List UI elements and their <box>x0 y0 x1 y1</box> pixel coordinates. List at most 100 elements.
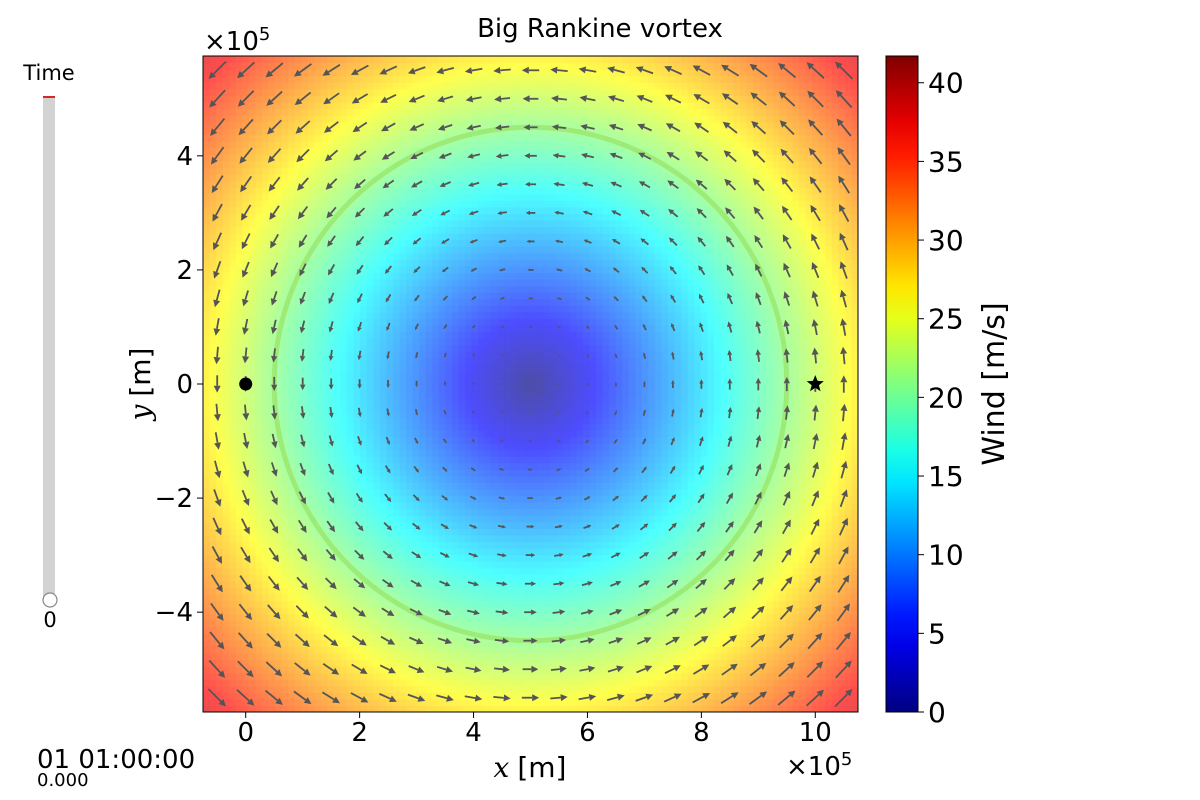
heatmap-cell <box>314 292 322 300</box>
heatmap-cell <box>412 318 420 326</box>
heatmap-cell <box>268 633 276 641</box>
heatmap-cell <box>320 252 329 260</box>
heatmap-cell <box>301 672 309 680</box>
heatmap-cell <box>484 213 492 221</box>
heatmap-cell <box>392 338 401 346</box>
heatmap-cell <box>471 279 479 287</box>
heatmap-cell <box>510 528 518 536</box>
heatmap-cell <box>406 666 414 674</box>
heatmap-cell <box>229 82 237 90</box>
heatmap-cell <box>307 692 315 700</box>
heatmap-cell <box>471 174 479 182</box>
heatmap-cell <box>353 160 361 169</box>
heatmap-cell <box>353 370 361 379</box>
heatmap-cell <box>432 443 440 451</box>
heatmap-cell <box>510 88 518 96</box>
heatmap-cell <box>406 410 414 418</box>
heatmap-cell <box>484 515 492 523</box>
heatmap-cell <box>275 626 283 634</box>
heatmap-cell <box>392 521 401 529</box>
heatmap-cell <box>216 593 224 602</box>
heatmap-cell <box>360 246 368 254</box>
heatmap-cell <box>491 410 499 418</box>
heatmap-cell <box>235 416 243 424</box>
heatmap-cell <box>465 115 473 123</box>
heatmap-cell <box>314 482 322 490</box>
heatmap-cell <box>255 272 263 280</box>
heatmap-cell <box>203 502 211 510</box>
heatmap-cell <box>497 705 505 712</box>
heatmap-cell <box>517 167 525 175</box>
heatmap-cell <box>373 508 381 516</box>
heatmap-cell <box>281 403 289 411</box>
heatmap-cell <box>229 456 237 464</box>
heatmap-cell <box>340 62 348 70</box>
heatmap-cell <box>471 672 479 680</box>
heatmap-cell <box>412 620 420 628</box>
heatmap-cell <box>458 462 466 470</box>
heatmap-cell <box>360 521 368 529</box>
heatmap-cell <box>523 272 532 280</box>
heatmap-cell <box>484 292 492 300</box>
heatmap-cell <box>451 521 460 529</box>
heatmap-cell <box>419 338 427 346</box>
heatmap-cell <box>484 180 492 188</box>
heatmap-cell <box>504 200 512 208</box>
heatmap-cell <box>478 200 486 208</box>
heatmap-cell <box>229 666 237 674</box>
heatmap-cell <box>484 206 492 215</box>
heatmap-cell <box>222 659 230 667</box>
heatmap-cell <box>523 187 532 195</box>
heatmap-cell <box>497 397 505 405</box>
heatmap-cell <box>360 318 368 326</box>
heatmap-cell <box>491 298 499 306</box>
heatmap-cell <box>438 652 446 661</box>
heatmap-cell <box>360 357 368 365</box>
heatmap-cell <box>229 370 237 379</box>
heatmap-cell <box>517 521 525 529</box>
heatmap-cell <box>216 456 224 464</box>
heatmap-cell <box>517 62 525 70</box>
heatmap-cell <box>288 115 296 123</box>
heatmap-cell <box>432 528 440 536</box>
heatmap-cell <box>458 187 466 195</box>
heatmap-cell <box>510 652 518 661</box>
heatmap-cell <box>209 541 217 549</box>
heatmap-cell <box>523 403 532 411</box>
heatmap-cell <box>373 502 381 510</box>
heatmap-cell <box>301 220 309 228</box>
heatmap-cell <box>255 115 263 123</box>
heatmap-cell <box>203 659 211 667</box>
heatmap-cell <box>406 646 414 654</box>
heatmap-cell <box>491 666 499 674</box>
heatmap-cell <box>288 613 296 621</box>
heatmap-cell <box>458 672 466 680</box>
heatmap-cell <box>471 626 479 634</box>
heatmap-cell <box>255 62 263 70</box>
heatmap-cell <box>216 607 224 615</box>
heatmap-cell <box>340 370 348 379</box>
heatmap-cell <box>353 456 361 464</box>
heatmap-cell <box>379 187 387 195</box>
heatmap-cell <box>497 206 505 215</box>
heatmap-cell <box>399 88 407 96</box>
heatmap-cell <box>222 121 230 129</box>
heatmap-cell <box>425 646 433 654</box>
heatmap-cell <box>320 423 329 431</box>
heatmap-cell <box>360 548 368 556</box>
heatmap-cell <box>347 443 355 451</box>
heatmap-cell <box>510 469 518 477</box>
heatmap-cell <box>340 567 348 575</box>
heatmap-cell <box>497 679 505 687</box>
heatmap-cell <box>229 528 237 536</box>
heatmap-cell <box>353 174 361 182</box>
heatmap-cell <box>366 272 374 280</box>
heatmap-cell <box>307 397 315 405</box>
heatmap-cell <box>497 200 505 208</box>
heatmap-cell <box>373 436 381 444</box>
heatmap-cell <box>432 666 440 674</box>
heatmap-cell <box>314 488 322 497</box>
heatmap-cell <box>261 128 270 136</box>
heatmap-cell <box>235 528 243 536</box>
heatmap-cell <box>491 580 499 588</box>
